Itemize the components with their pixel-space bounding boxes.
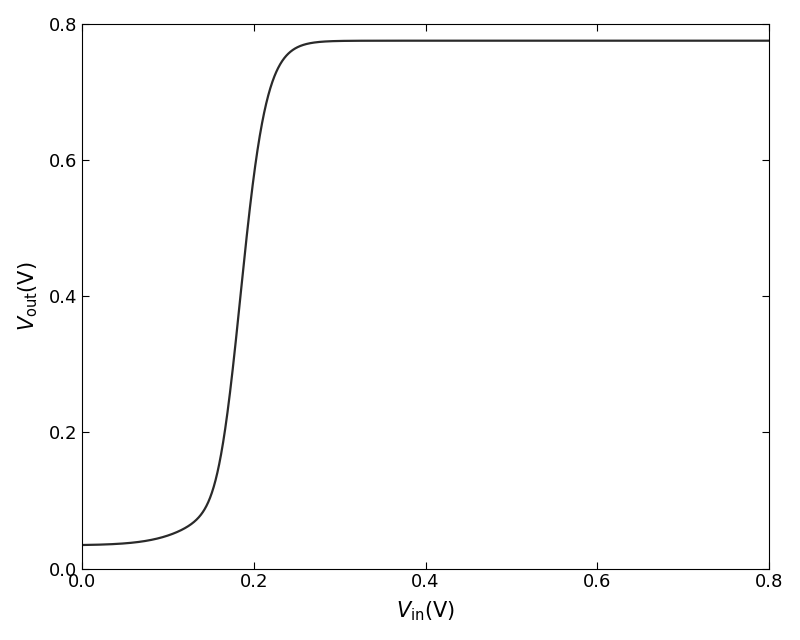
X-axis label: $V_{\rm in}$(V): $V_{\rm in}$(V) — [396, 600, 455, 623]
Y-axis label: $V_{\rm out}$(V): $V_{\rm out}$(V) — [17, 261, 40, 331]
